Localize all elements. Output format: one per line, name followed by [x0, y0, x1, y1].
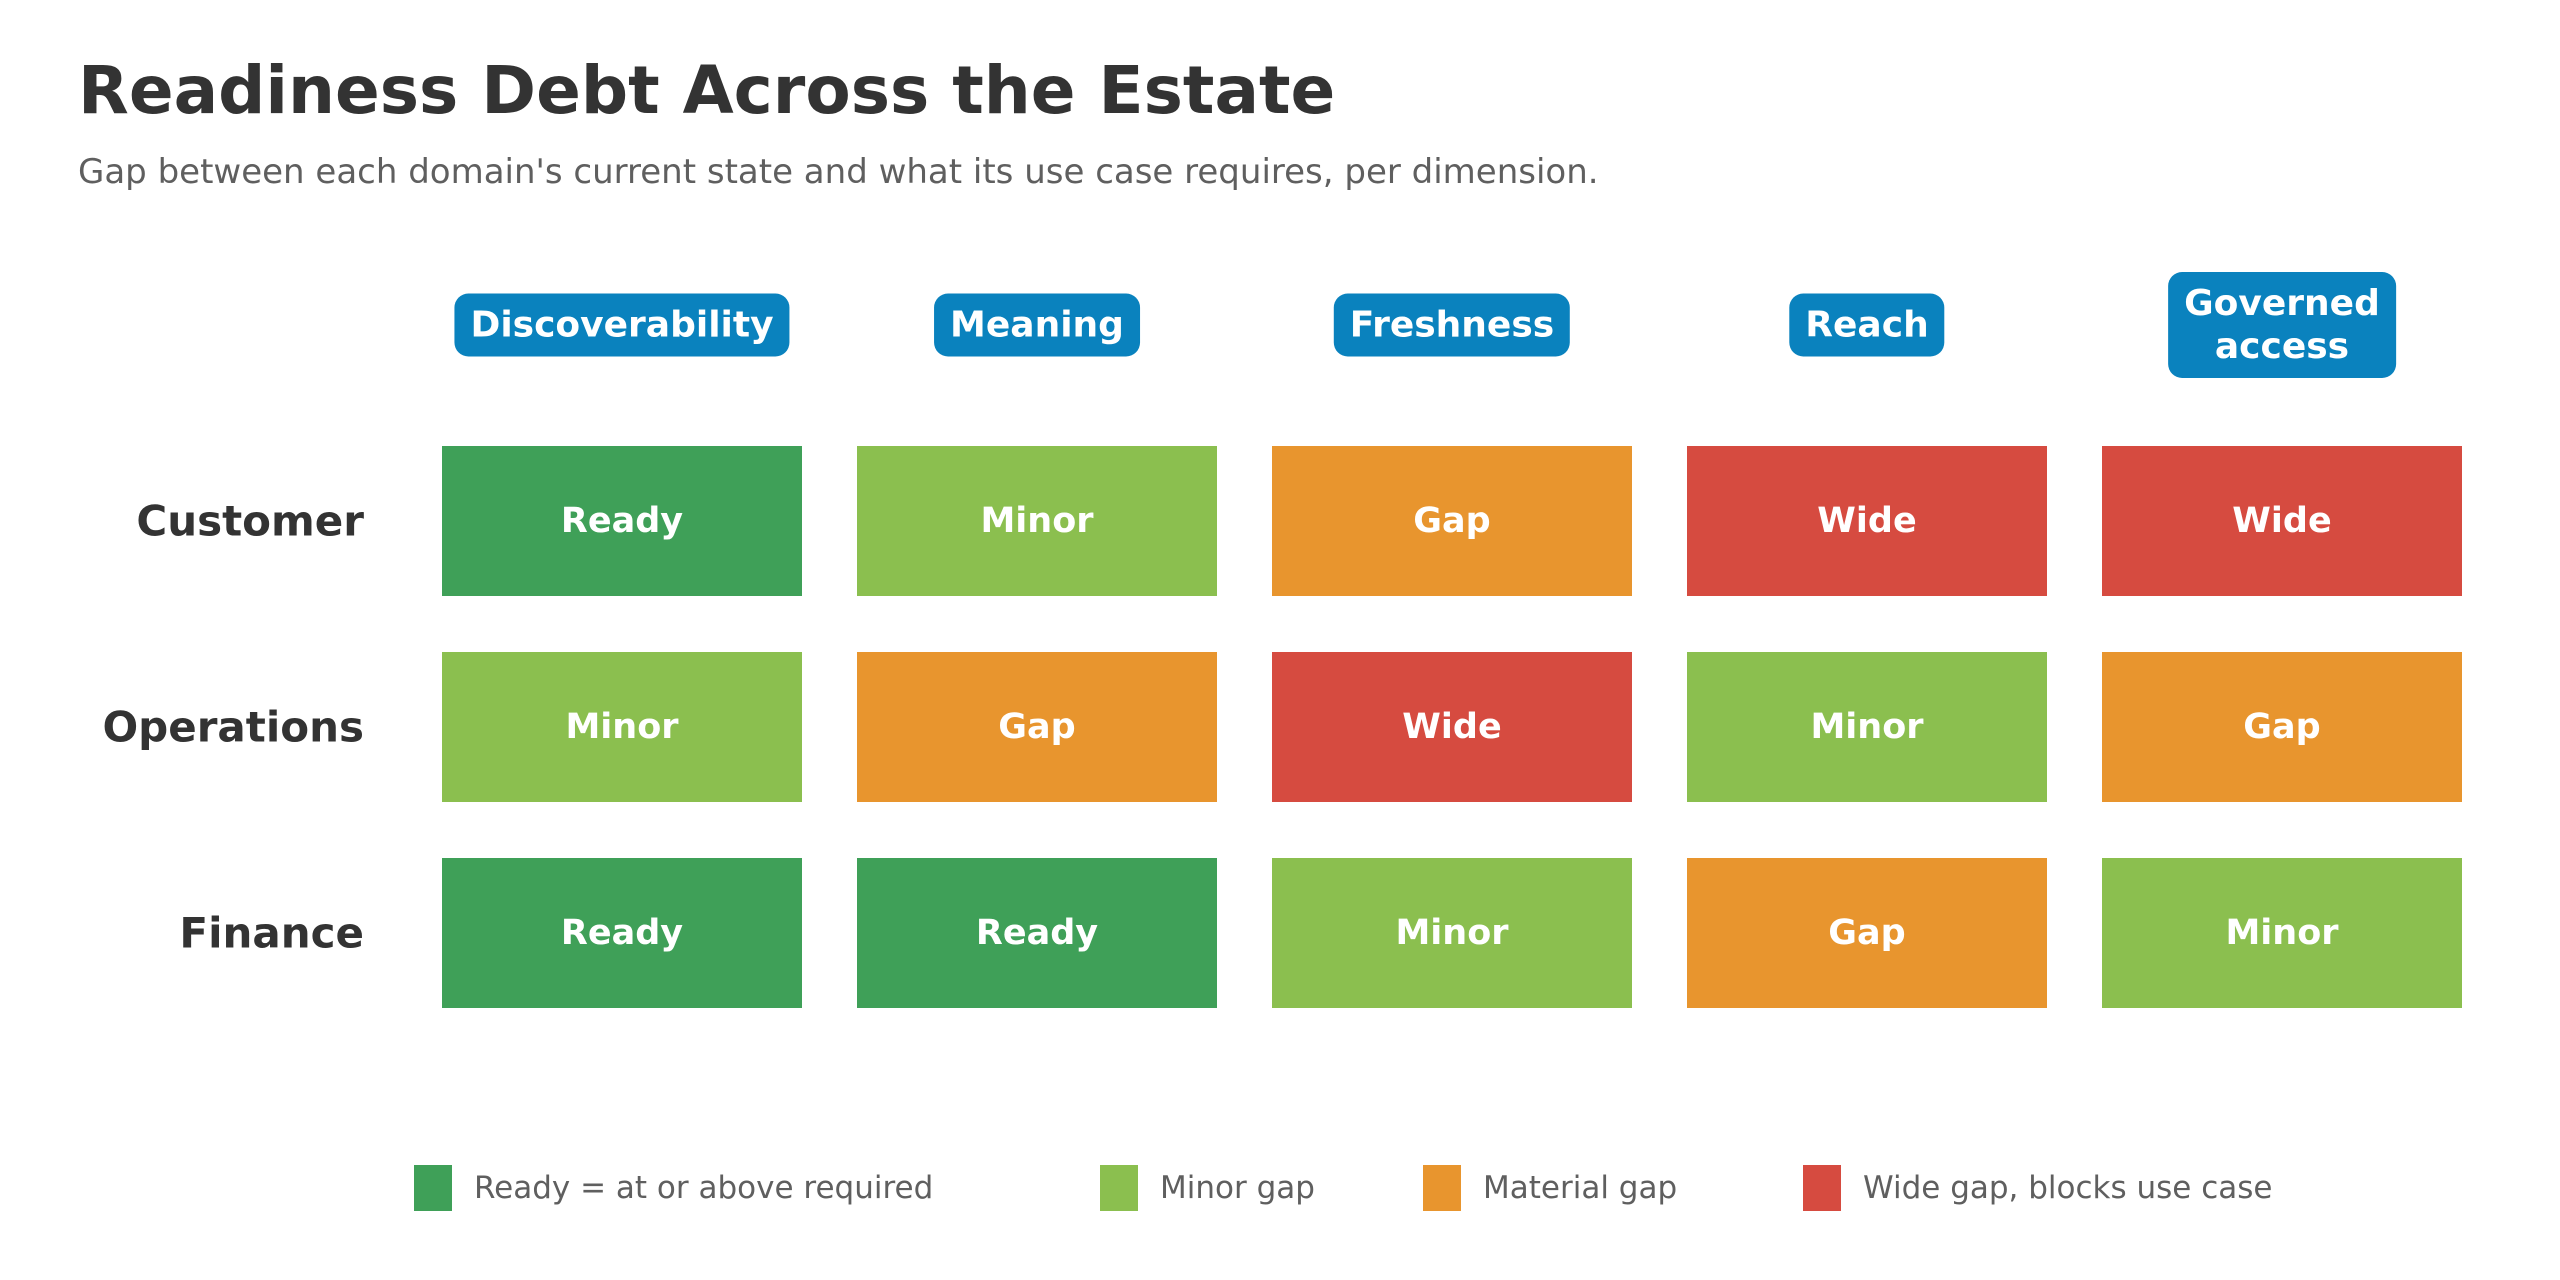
- legend-swatch-minor: [1100, 1165, 1138, 1211]
- heatmap-cell-customer-reach: Wide: [1687, 446, 2047, 596]
- heatmap-cell-customer-governed-access: Wide: [2102, 446, 2462, 596]
- column-header-governed-access: Governed access: [2168, 272, 2396, 378]
- heatmap-cell-operations-governed-access: Gap: [2102, 652, 2462, 802]
- row-label-finance: Finance: [179, 908, 364, 958]
- row-label-customer: Customer: [136, 496, 364, 546]
- chart-subtitle: Gap between each domain's current state …: [78, 152, 1599, 192]
- legend-item-ready: Ready = at or above required: [414, 1165, 933, 1211]
- legend-item-minor: Minor gap: [1100, 1165, 1315, 1211]
- heatmap-cell-operations-discoverability: Minor: [442, 652, 802, 802]
- legend-label-wide: Wide gap, blocks use case: [1863, 1170, 2273, 1206]
- legend-item-wide: Wide gap, blocks use case: [1803, 1165, 2273, 1211]
- heatmap-cell-customer-freshness: Gap: [1272, 446, 1632, 596]
- heatmap-cell-finance-meaning: Ready: [857, 858, 1217, 1008]
- heatmap-cell-finance-discoverability: Ready: [442, 858, 802, 1008]
- heatmap-cell-customer-discoverability: Ready: [442, 446, 802, 596]
- legend-label-minor: Minor gap: [1160, 1170, 1315, 1206]
- heatmap-cell-finance-governed-access: Minor: [2102, 858, 2462, 1008]
- row-label-operations: Operations: [102, 702, 364, 752]
- heatmap-cell-finance-freshness: Minor: [1272, 858, 1632, 1008]
- chart-title: Readiness Debt Across the Estate: [78, 52, 1336, 129]
- legend-swatch-gap: [1423, 1165, 1461, 1211]
- legend-swatch-wide: [1803, 1165, 1841, 1211]
- legend-swatch-ready: [414, 1165, 452, 1211]
- legend-label-gap: Material gap: [1483, 1170, 1678, 1206]
- heatmap-cell-customer-meaning: Minor: [857, 446, 1217, 596]
- legend-item-gap: Material gap: [1423, 1165, 1677, 1211]
- heatmap-cell-finance-reach: Gap: [1687, 858, 2047, 1008]
- column-header-discoverability: Discoverability: [454, 293, 790, 357]
- heatmap-cell-operations-freshness: Wide: [1272, 652, 1632, 802]
- column-header-meaning: Meaning: [934, 293, 1140, 357]
- heatmap-cell-operations-reach: Minor: [1687, 652, 2047, 802]
- heatmap-cell-operations-meaning: Gap: [857, 652, 1217, 802]
- column-header-reach: Reach: [1789, 293, 1945, 357]
- column-header-freshness: Freshness: [1333, 293, 1571, 357]
- legend-label-ready: Ready = at or above required: [474, 1170, 934, 1206]
